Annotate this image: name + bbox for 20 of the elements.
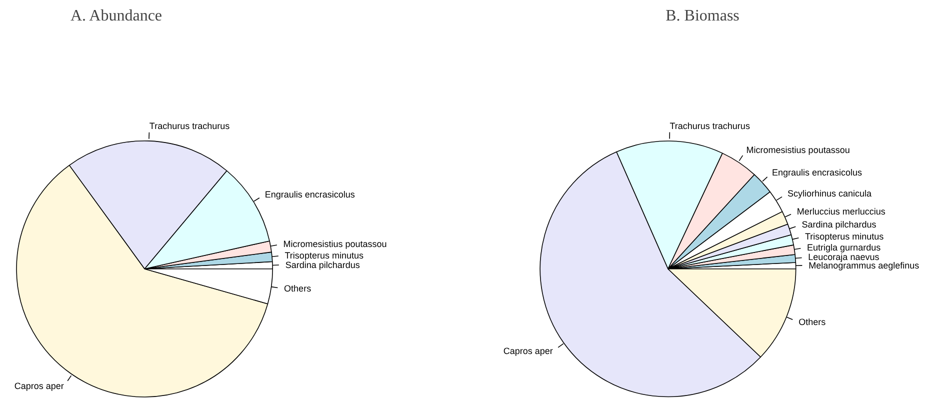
- slice-label: Trisopterus minutus: [804, 231, 884, 242]
- slice-label: Engraulis encrasicolus: [772, 168, 863, 178]
- slice-label: Leucoraja naevus: [808, 252, 880, 262]
- slice-label: Micromesistius poutassou: [283, 238, 387, 249]
- slice-label: Trisopterus minutus: [284, 250, 364, 260]
- slice-label: Sardina pilchardus: [802, 220, 877, 230]
- slice-label: Trachurus trachurus: [670, 120, 750, 131]
- slice-label: Scyliorhinus canicula: [787, 188, 872, 198]
- slice-label: Sardina pilchardus: [285, 260, 360, 270]
- slice-label: Engraulis encrasicolus: [264, 190, 356, 200]
- chart-title: A. Abundance: [70, 8, 162, 24]
- slice-label: Others: [284, 284, 312, 294]
- slice-label: Micromesistius poutassou: [746, 145, 850, 156]
- slice-label: Capros aper: [503, 346, 553, 356]
- slice-label: Trachurus trachurus: [149, 120, 230, 131]
- slice-label: Eutrigla gurnardus: [807, 242, 882, 252]
- slice-label: Merluccius merluccius: [796, 206, 886, 217]
- slice-label: Capros aper: [14, 381, 64, 392]
- slice-label: Others: [798, 316, 826, 327]
- chart-title: B. Biomass: [666, 8, 740, 24]
